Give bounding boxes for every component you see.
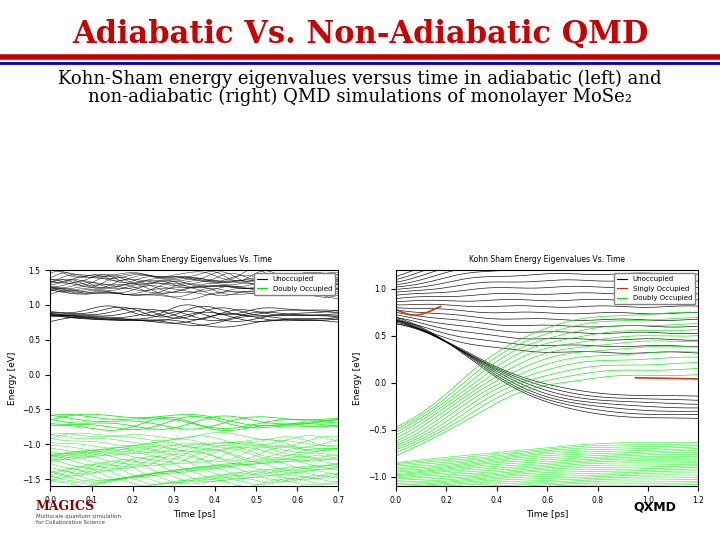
X-axis label: Time [ps]: Time [ps] bbox=[174, 510, 215, 519]
Text: non-adiabatic (right) QMD simulations of monolayer MoSe₂: non-adiabatic (right) QMD simulations of… bbox=[88, 87, 632, 106]
Legend: Unoccupied, Doubly Occupied: Unoccupied, Doubly Occupied bbox=[254, 273, 335, 294]
Y-axis label: Energy [eV]: Energy [eV] bbox=[8, 352, 17, 404]
Title: Kohn Sham Energy Eigenvalues Vs. Time: Kohn Sham Energy Eigenvalues Vs. Time bbox=[117, 255, 272, 264]
Title: Kohn Sham Energy Eigenvalues Vs. Time: Kohn Sham Energy Eigenvalues Vs. Time bbox=[469, 255, 625, 264]
Text: Adiabatic Vs. Non-Adiabatic QMD: Adiabatic Vs. Non-Adiabatic QMD bbox=[72, 19, 648, 50]
X-axis label: Time [ps]: Time [ps] bbox=[526, 510, 568, 519]
Text: Kohn-Sham energy eigenvalues versus time in adiabatic (left) and: Kohn-Sham energy eigenvalues versus time… bbox=[58, 70, 662, 89]
Legend: Unoccupied, Singly Occupied, Doubly Occupied: Unoccupied, Singly Occupied, Doubly Occu… bbox=[614, 273, 695, 304]
Text: MAGICS: MAGICS bbox=[36, 500, 95, 514]
Text: Multiscale quantum simulation
for Collaborative Science: Multiscale quantum simulation for Collab… bbox=[36, 514, 121, 525]
Y-axis label: Energy [eV]: Energy [eV] bbox=[354, 352, 362, 404]
Text: QXMD: QXMD bbox=[634, 500, 677, 514]
